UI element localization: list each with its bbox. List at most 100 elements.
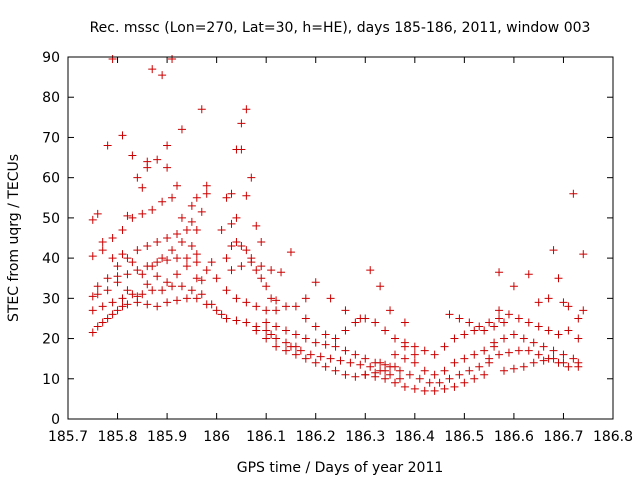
x-tick-label: 186.7 bbox=[543, 429, 583, 445]
data-point bbox=[88, 292, 97, 301]
data-point bbox=[539, 342, 548, 351]
data-point bbox=[549, 346, 558, 355]
data-point bbox=[113, 262, 122, 271]
data-point bbox=[192, 250, 201, 259]
data-point bbox=[272, 334, 281, 343]
data-point bbox=[242, 298, 251, 307]
y-tick-label: 40 bbox=[42, 251, 60, 267]
data-point bbox=[475, 322, 484, 331]
data-point bbox=[410, 358, 419, 367]
data-point bbox=[544, 326, 553, 335]
data-point bbox=[267, 330, 276, 339]
data-point bbox=[187, 201, 196, 210]
data-point bbox=[569, 189, 578, 198]
data-point bbox=[430, 350, 439, 359]
data-point bbox=[187, 242, 196, 251]
data-point bbox=[202, 181, 211, 190]
data-point bbox=[470, 350, 479, 359]
data-point bbox=[123, 254, 132, 263]
data-point bbox=[277, 268, 286, 277]
data-point bbox=[435, 378, 444, 387]
data-point bbox=[504, 348, 513, 357]
data-point bbox=[554, 330, 563, 339]
data-point bbox=[331, 334, 340, 343]
data-point bbox=[440, 366, 449, 375]
data-point bbox=[514, 346, 523, 355]
data-point bbox=[222, 193, 231, 202]
data-point bbox=[133, 246, 142, 255]
data-point bbox=[158, 71, 167, 80]
data-point bbox=[227, 189, 236, 198]
data-point bbox=[524, 346, 533, 355]
data-point bbox=[336, 356, 345, 365]
data-point bbox=[440, 342, 449, 351]
data-point bbox=[495, 314, 504, 323]
data-point bbox=[267, 266, 276, 275]
data-point bbox=[168, 193, 177, 202]
data-point bbox=[524, 270, 533, 279]
data-point bbox=[500, 318, 508, 327]
data-point bbox=[163, 298, 172, 307]
data-point bbox=[311, 338, 320, 347]
data-point bbox=[286, 248, 295, 257]
data-point bbox=[544, 294, 553, 303]
data-point bbox=[301, 354, 310, 363]
data-point bbox=[182, 225, 191, 234]
data-point bbox=[455, 370, 464, 379]
data-point bbox=[207, 258, 216, 267]
data-point bbox=[376, 366, 385, 375]
data-point bbox=[262, 326, 271, 335]
data-point bbox=[495, 268, 504, 277]
data-point bbox=[192, 274, 201, 283]
data-point bbox=[509, 330, 518, 339]
data-point bbox=[465, 366, 474, 375]
data-point bbox=[386, 306, 395, 315]
data-point bbox=[148, 262, 157, 271]
data-point bbox=[381, 326, 390, 335]
data-point bbox=[252, 326, 261, 335]
data-point bbox=[217, 310, 226, 319]
data-point bbox=[400, 354, 409, 363]
data-point bbox=[138, 290, 147, 299]
data-point bbox=[212, 274, 221, 283]
data-point bbox=[128, 258, 137, 267]
data-point bbox=[425, 378, 434, 387]
data-point bbox=[282, 346, 290, 355]
data-point bbox=[153, 258, 162, 267]
data-point bbox=[177, 213, 186, 222]
data-point bbox=[519, 334, 528, 343]
data-point bbox=[420, 366, 429, 375]
data-point bbox=[450, 334, 459, 343]
data-point bbox=[143, 242, 152, 251]
data-point bbox=[103, 141, 112, 150]
data-point bbox=[257, 238, 266, 247]
data-point bbox=[118, 250, 127, 259]
data-point bbox=[93, 209, 102, 218]
data-point bbox=[158, 286, 167, 295]
data-point bbox=[282, 338, 290, 347]
data-point bbox=[470, 326, 479, 335]
data-point bbox=[381, 360, 390, 369]
data-point bbox=[470, 374, 479, 383]
data-point bbox=[376, 358, 385, 367]
x-tick-label: 186.8 bbox=[593, 429, 633, 445]
data-point bbox=[88, 306, 97, 315]
data-point bbox=[361, 370, 370, 379]
data-point bbox=[341, 326, 350, 335]
data-point bbox=[262, 334, 271, 343]
data-point bbox=[262, 318, 271, 327]
data-point bbox=[371, 318, 380, 327]
data-point bbox=[187, 217, 196, 226]
data-point bbox=[182, 262, 191, 271]
data-point bbox=[420, 346, 429, 355]
chart-title: Rec. mssc (Lon=270, Lat=30, h=HE), days … bbox=[90, 20, 591, 36]
data-point bbox=[247, 258, 256, 267]
data-point bbox=[500, 366, 508, 375]
data-point bbox=[173, 229, 181, 238]
data-point bbox=[242, 246, 251, 255]
x-tick-label: 186.6 bbox=[494, 429, 534, 445]
data-point bbox=[351, 350, 360, 359]
data-point bbox=[173, 181, 181, 190]
data-points bbox=[88, 55, 588, 395]
data-point bbox=[103, 274, 112, 283]
